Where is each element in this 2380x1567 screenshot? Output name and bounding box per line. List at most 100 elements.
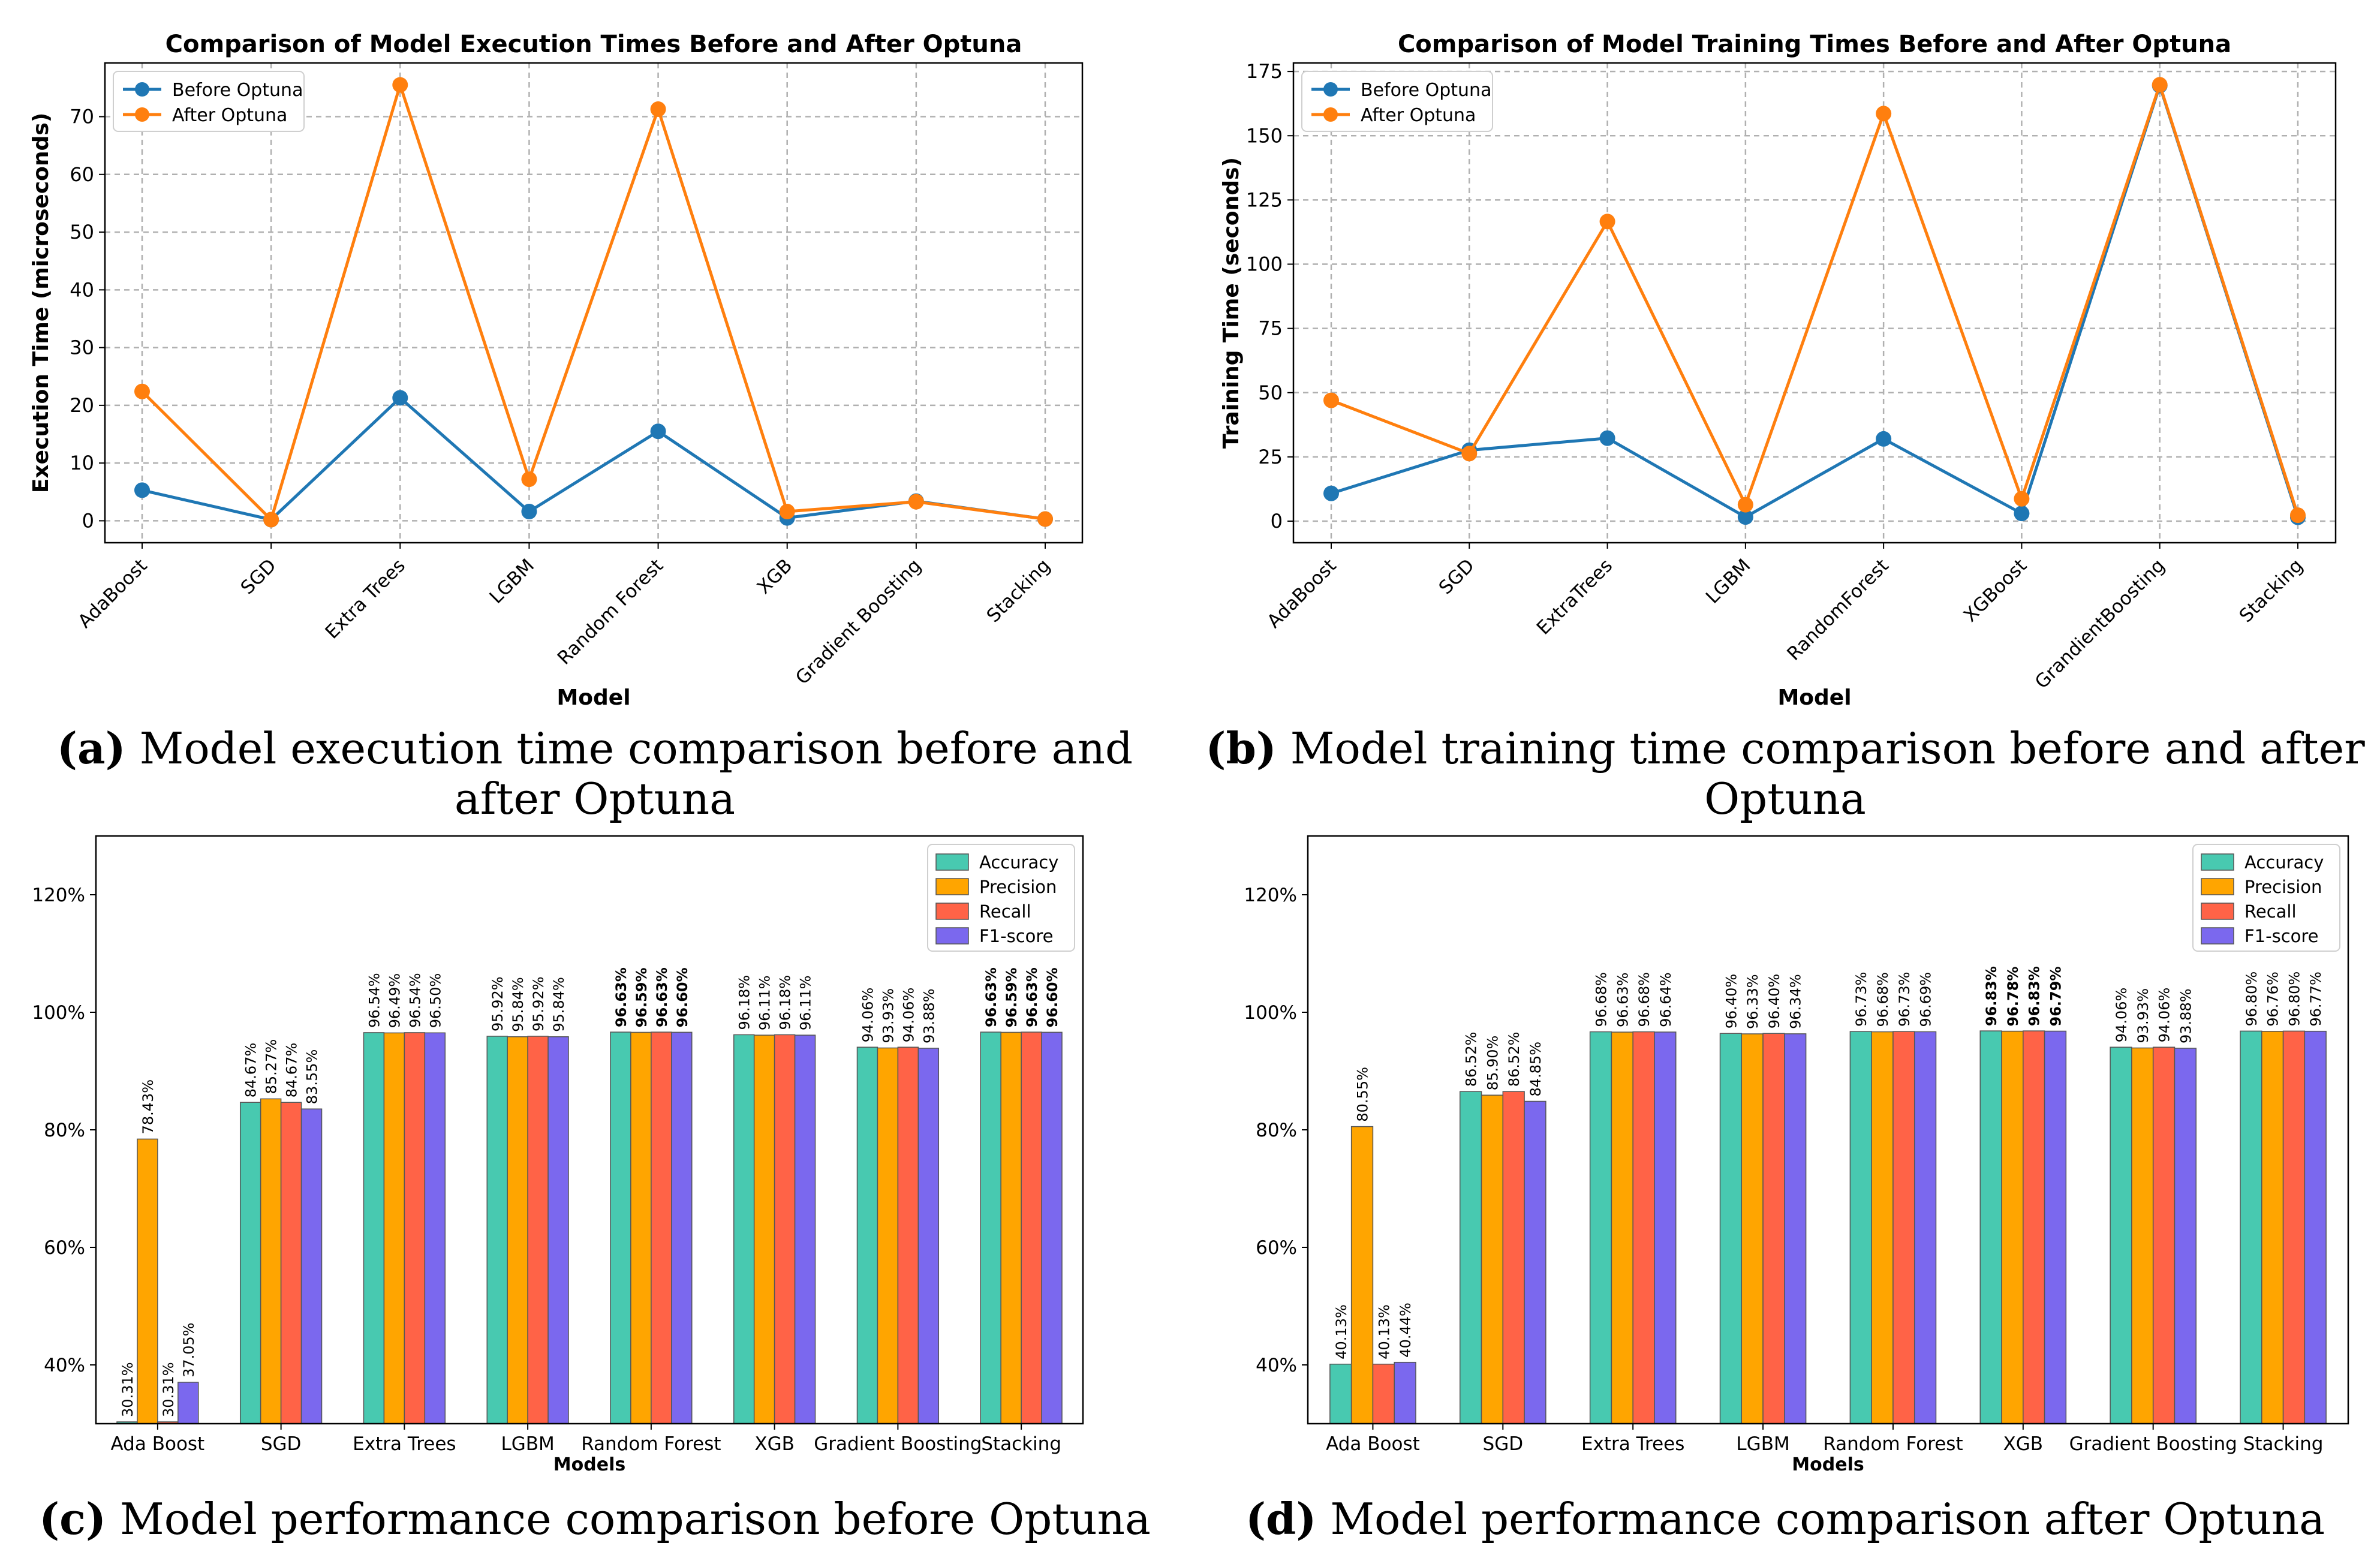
caption-b-text: Model training time comparison before an… — [1290, 723, 2365, 824]
bar-value-label: 94.06% — [2113, 988, 2130, 1043]
x-tick-label: AdaBoost — [1263, 555, 1340, 632]
bar-f1-score — [424, 1032, 446, 1424]
bar-value-label: 95.92% — [489, 976, 506, 1031]
data-point — [263, 512, 279, 528]
y-tick-label: 80% — [1256, 1120, 1297, 1141]
bar-value-label: 96.60% — [1044, 967, 1061, 1027]
caption-d-letter: (d) — [1245, 1493, 1317, 1544]
legend-swatch — [935, 853, 969, 871]
legend-label: Before Optuna — [172, 80, 303, 101]
caption-d: (d) Model performance comparison after O… — [1190, 1493, 2380, 1544]
bar-accuracy — [1719, 1033, 1743, 1424]
plot-frame — [95, 835, 1084, 1425]
legend-marker — [135, 82, 149, 97]
bar-value-label: 96.68% — [1593, 972, 1610, 1027]
data-point — [1323, 485, 1339, 501]
bar-recall — [1892, 1031, 1915, 1424]
legend-marker — [135, 107, 149, 122]
data-point — [1599, 430, 1615, 446]
legend-box — [927, 844, 1075, 952]
legend-swatch — [935, 903, 969, 920]
x-tick-label: Gradient Boosting — [2069, 1433, 2237, 1455]
bar-precision — [2261, 1031, 2284, 1424]
bar-accuracy — [1979, 1030, 2002, 1424]
y-tick-label: 100 — [1246, 253, 1283, 276]
y-tick-label: 40% — [1256, 1355, 1297, 1376]
y-tick-label: 120% — [1244, 885, 1297, 906]
x-axis-label: Models — [1792, 1454, 1864, 1475]
bar-value-label: 94.06% — [2156, 988, 2173, 1043]
legend-marker — [1323, 107, 1338, 122]
bar-value-label: 96.18% — [736, 975, 753, 1030]
y-tick-label: 100% — [32, 1002, 85, 1024]
legend-label: Precision — [979, 877, 1057, 897]
caption-b: (b) Model training time comparison befor… — [1190, 723, 2380, 824]
legend-swatch — [935, 927, 969, 945]
caption-a: (a) Model execution time comparison befo… — [0, 723, 1190, 824]
x-tick-label: Extra Trees — [353, 1433, 456, 1455]
bar-value-label: 85.90% — [1484, 1036, 1501, 1091]
caption-d-text: Model performance comparison after Optun… — [1330, 1494, 2325, 1544]
caption-c-letter: (c) — [39, 1493, 107, 1544]
bar-value-label: 30.31% — [119, 1362, 136, 1417]
legend-label: F1-score — [979, 926, 1054, 946]
panel-training-time: 0 25 50 75 100 125 150 175 AdaBoost SGD ExtraTrees… — [1190, 0, 2380, 722]
bar-precision — [2001, 1030, 2024, 1424]
bar-value-label: 96.59% — [1003, 967, 1020, 1027]
bar-precision — [1611, 1031, 1633, 1424]
y-tick-label: 25 — [1258, 446, 1283, 468]
bar-value-label: 40.13% — [1376, 1304, 1392, 1360]
bar-value-label: 80.55% — [1355, 1067, 1371, 1122]
y-tick-label: 20 — [70, 394, 94, 417]
performance-before-chart: 40% 60% 80% 100% 120% 30.31% 84.67% 96.54% 95.92… — [32, 835, 1084, 1475]
legend-box — [1301, 71, 1493, 132]
bar-f1-score — [2304, 1030, 2327, 1424]
data-point — [1461, 446, 1478, 462]
data-point — [521, 504, 537, 520]
bar-value-label: 96.68% — [1636, 972, 1653, 1027]
bar-precision — [137, 1138, 158, 1424]
bar-value-label: 96.79% — [2047, 966, 2064, 1026]
bar-recall — [527, 1036, 549, 1424]
legend-label: Accuracy — [2244, 852, 2324, 873]
x-tick-label: Random Forest — [1823, 1433, 1963, 1455]
x-tick-label: Stacking — [2235, 555, 2307, 627]
bar-value-label: 96.60% — [674, 967, 691, 1027]
bar-precision — [383, 1032, 405, 1424]
bar-value-label: 83.55% — [304, 1049, 321, 1105]
x-tick-label: Gradient Boosting — [814, 1433, 982, 1455]
bar-value-label: 96.73% — [1853, 972, 1870, 1027]
bar-accuracy — [856, 1046, 878, 1424]
bar-precision — [753, 1034, 775, 1424]
bar-value-label: 84.85% — [1527, 1042, 1544, 1097]
bar-value-label: 96.54% — [366, 973, 383, 1028]
x-tick-label: Ada Boost — [111, 1433, 205, 1455]
data-point — [908, 494, 924, 510]
bar-value-label: 96.68% — [1874, 972, 1891, 1027]
legend-label: Recall — [979, 901, 1031, 922]
bar-accuracy — [239, 1102, 261, 1424]
bar-f1-score — [1394, 1361, 1416, 1424]
data-point — [392, 77, 408, 93]
x-tick-label: Random Forest — [553, 555, 667, 669]
x-tick-label: Stacking — [983, 555, 1055, 627]
bar-accuracy — [1849, 1031, 1872, 1424]
execution-time-chart: 0 10 20 30 40 50 60 70 AdaBoost SGD Extra Trees LGB… — [29, 31, 1084, 710]
x-tick-label: AdaBoost — [74, 555, 151, 632]
data-point — [650, 423, 666, 440]
data-point — [1737, 497, 1753, 513]
y-tick-label: 0 — [1271, 510, 1283, 533]
bar-value-label: 96.63% — [1024, 967, 1040, 1027]
legend-swatch — [2201, 903, 2234, 920]
data-point — [1323, 392, 1339, 408]
panel-performance-after: 40% 60% 80% 100% 120% 40.13% 86.52% 96.68% 96.40… — [1190, 783, 2380, 1493]
x-tick-label: ExtraTrees — [1533, 555, 1617, 639]
bar-recall — [1372, 1363, 1395, 1424]
bar-value-label: 96.83% — [1983, 966, 2000, 1026]
y-tick-label: 120% — [32, 885, 85, 906]
bar-value-label: 96.11% — [757, 976, 774, 1031]
bar-value-label: 96.73% — [1896, 972, 1913, 1027]
data-point — [2014, 506, 2030, 522]
y-axis-label: Execution Time (microseconds) — [29, 113, 53, 493]
bar-value-label: 96.34% — [1788, 974, 1804, 1029]
